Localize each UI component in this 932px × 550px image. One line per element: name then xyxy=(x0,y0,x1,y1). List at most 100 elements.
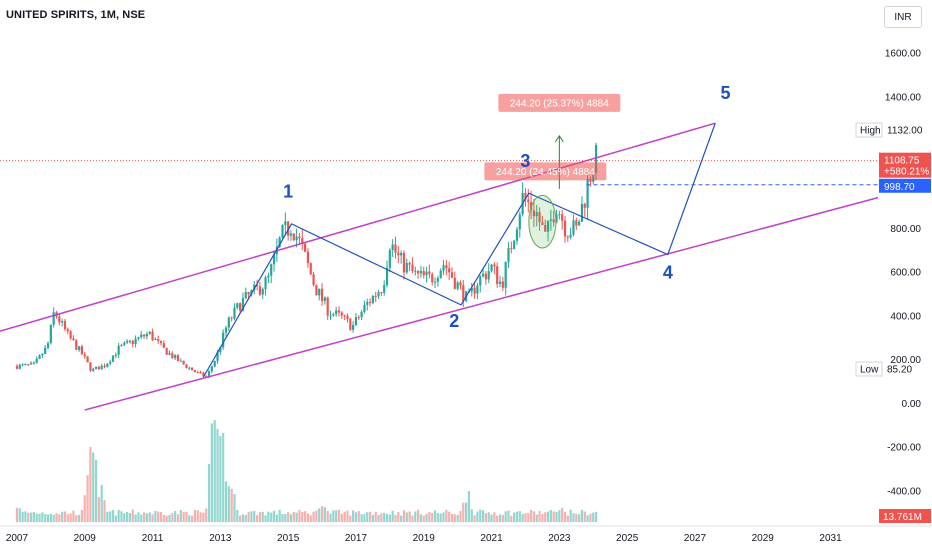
candle-body xyxy=(134,338,137,344)
volume-bar xyxy=(335,510,338,522)
candle-body xyxy=(244,292,247,299)
volume-bar xyxy=(230,488,233,522)
volume-bar xyxy=(513,512,516,522)
volume-bar xyxy=(538,511,541,522)
candle-body xyxy=(281,224,284,238)
volume-bar xyxy=(439,513,442,522)
volume-bar xyxy=(535,514,538,522)
price-axis[interactable]: 1600.00 1400.00 200.00 400.00 600.00 800.00 0.… xyxy=(885,49,922,498)
candle-body xyxy=(306,251,310,264)
volume-bar xyxy=(532,511,536,522)
volume-bar xyxy=(442,512,445,522)
candle-body xyxy=(303,243,307,252)
candle-body xyxy=(219,347,222,353)
volume-bar xyxy=(555,511,558,522)
volume-bar xyxy=(15,507,19,522)
candle-body xyxy=(179,360,182,362)
volume-bar xyxy=(377,514,380,522)
time-axis[interactable]: 2007 2009 2011 2013 2015 2017 2019 2021 2023 2025… xyxy=(6,533,842,544)
candle-body xyxy=(182,360,185,365)
volume-bar xyxy=(476,511,479,522)
candle-body xyxy=(371,295,374,303)
volume-bar xyxy=(323,507,326,522)
volume-bar xyxy=(188,515,191,522)
candle-body xyxy=(558,214,561,216)
volume-bar xyxy=(448,511,451,522)
candle-body xyxy=(315,284,318,296)
volume-bar xyxy=(298,509,301,522)
candle-body xyxy=(185,364,188,368)
volume-bar xyxy=(131,509,134,522)
y-tick-label: 200.00 xyxy=(890,355,921,366)
y-tick-label: -200.00 xyxy=(887,443,921,454)
candle-body xyxy=(236,303,239,308)
volume-bar xyxy=(303,511,307,522)
candle-body xyxy=(493,264,496,267)
candle-body xyxy=(230,317,233,319)
volume-bar xyxy=(473,515,476,522)
candle-body xyxy=(267,275,270,278)
candle-body xyxy=(114,354,117,356)
candle-body xyxy=(575,220,578,226)
wave-label-1: 1 xyxy=(283,182,293,202)
candle-body xyxy=(535,212,538,217)
volume-bar xyxy=(552,511,555,522)
volume-bar xyxy=(66,514,69,522)
volume-bar xyxy=(295,512,298,522)
candle-body xyxy=(258,286,261,295)
candle-body xyxy=(337,310,341,313)
candle-body xyxy=(594,145,598,173)
axis-tags: 1108.75+580.21% 998.70 High 1132.00 Low 85.20… xyxy=(855,122,931,523)
candle-body xyxy=(320,288,324,301)
volume-bar xyxy=(459,511,462,522)
volume-bar xyxy=(541,513,544,522)
candle-body xyxy=(569,234,572,238)
volume-bar xyxy=(21,511,24,522)
currency-selector[interactable]: INR xyxy=(884,6,922,28)
level-tag xyxy=(879,178,931,193)
volume-bar xyxy=(92,452,95,522)
volume-bar xyxy=(63,511,67,522)
candle-body xyxy=(397,252,400,256)
volume-bar xyxy=(117,509,120,522)
volume-bar xyxy=(462,502,465,522)
volume-bar xyxy=(394,515,397,522)
volume-bar xyxy=(521,514,524,522)
candle-body xyxy=(18,364,21,369)
volume-bar xyxy=(318,508,321,522)
volume-bar xyxy=(411,515,414,522)
candle-body xyxy=(501,281,504,288)
low-marker-label: Low xyxy=(860,365,879,376)
volume-bar xyxy=(69,513,72,522)
volume-bar xyxy=(493,512,496,522)
candle-body xyxy=(165,347,168,355)
volume-bar xyxy=(148,512,151,522)
candle-body xyxy=(66,329,69,332)
volume-bar xyxy=(340,513,343,522)
volume-bar xyxy=(490,514,493,522)
candle-body xyxy=(388,249,391,268)
candle-body xyxy=(253,284,256,291)
volume-bar xyxy=(261,511,264,522)
candle-body xyxy=(561,214,564,221)
volume-bar xyxy=(416,509,420,522)
volume-bar xyxy=(72,510,75,522)
candle-body xyxy=(61,321,64,323)
x-tick-label: 2013 xyxy=(209,533,232,544)
candle-body xyxy=(109,361,112,364)
candle-body xyxy=(312,274,315,285)
volume-bar xyxy=(75,515,78,522)
volume-bar xyxy=(575,513,578,522)
volume-bar xyxy=(569,509,572,522)
volume-bar xyxy=(374,511,377,522)
candle-body xyxy=(544,225,547,232)
volume-bar xyxy=(134,514,137,522)
volume-bar xyxy=(346,510,349,522)
candle-body xyxy=(527,199,530,203)
volume-bar xyxy=(52,514,55,522)
volume-bar xyxy=(315,510,318,522)
volume-bar xyxy=(199,512,202,522)
candle-body xyxy=(583,203,586,208)
candle-body xyxy=(126,341,129,343)
